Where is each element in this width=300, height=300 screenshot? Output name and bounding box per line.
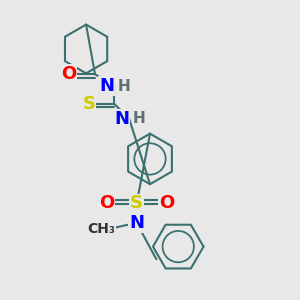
Text: N: N — [114, 110, 129, 128]
Text: O: O — [99, 194, 115, 212]
Text: N: N — [129, 214, 144, 232]
Text: S: S — [82, 95, 96, 113]
Text: N: N — [99, 77, 114, 95]
Text: S: S — [130, 194, 143, 212]
Text: H: H — [117, 79, 130, 94]
Text: H: H — [132, 111, 145, 126]
Text: O: O — [61, 65, 76, 83]
Text: CH₃: CH₃ — [87, 222, 115, 236]
Text: O: O — [159, 194, 174, 212]
